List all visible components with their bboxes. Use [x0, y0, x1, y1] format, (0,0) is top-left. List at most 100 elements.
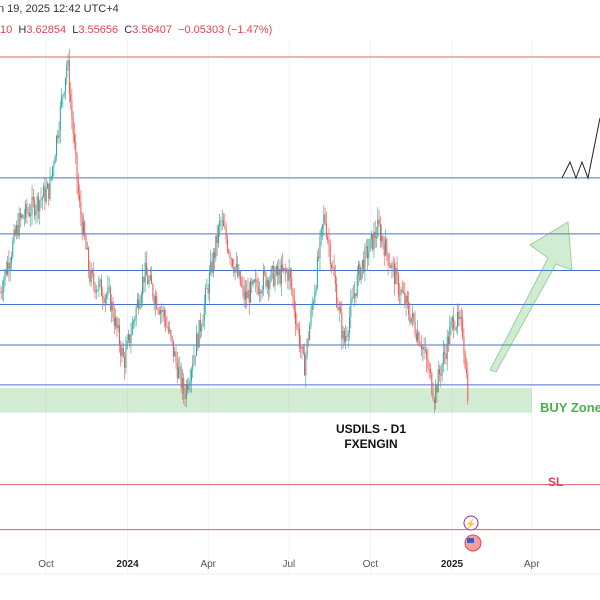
- candle-body: [91, 270, 93, 274]
- candle-body: [329, 244, 331, 265]
- candle-body: [0, 291, 2, 293]
- candle-body: [264, 270, 266, 273]
- candle-body: [464, 353, 466, 369]
- candle-body: [79, 194, 81, 202]
- candle-body: [270, 268, 272, 281]
- candle-body: [183, 378, 185, 395]
- candle-body: [239, 270, 241, 285]
- candle-body: [220, 220, 222, 222]
- candle-body: [196, 333, 198, 356]
- candle-body: [315, 287, 317, 293]
- candle-body: [124, 356, 126, 368]
- candle-body: [346, 336, 348, 338]
- candle-body: [111, 301, 113, 311]
- candle-body: [289, 269, 291, 278]
- candle-body: [7, 262, 9, 275]
- candle-body: [48, 183, 50, 200]
- candle-body: [343, 330, 345, 342]
- candle-body: [322, 224, 324, 229]
- candle-body: [269, 280, 271, 289]
- candle-body: [202, 320, 204, 327]
- x-tick-label: 2025: [441, 559, 464, 570]
- candle-body: [61, 96, 63, 106]
- candle-body: [49, 177, 51, 200]
- candle-body: [3, 279, 5, 292]
- candle-body: [253, 280, 255, 282]
- candle-body: [282, 264, 284, 271]
- candle-body: [229, 252, 231, 259]
- candle-body: [97, 289, 99, 291]
- candle-body: [113, 317, 115, 327]
- candle-body: [403, 292, 405, 293]
- candle-body: [459, 316, 461, 320]
- candle-body: [255, 279, 257, 282]
- change-value: −0.05303 (−1.47%): [178, 24, 273, 36]
- candle-body: [444, 352, 446, 354]
- us-flag-event-icon[interactable]: [464, 534, 482, 552]
- lightning-event-icon[interactable]: ⚡: [463, 515, 479, 531]
- candle-body: [237, 264, 239, 276]
- candle-body: [256, 279, 258, 287]
- chart-datetime: n 19, 2025 12:42 UTC+4: [0, 3, 119, 15]
- candle-body: [208, 272, 210, 294]
- candle-body: [388, 264, 390, 266]
- candle-body: [349, 317, 351, 334]
- candle-body: [104, 297, 106, 303]
- candle-body: [365, 246, 367, 248]
- high-label: H: [18, 24, 27, 36]
- candle-body: [298, 328, 300, 348]
- candle-body: [455, 327, 457, 330]
- candle-body: [331, 264, 333, 268]
- candle-body: [135, 307, 137, 319]
- candle-body: [100, 279, 102, 297]
- candle-body: [387, 253, 389, 265]
- candle-body: [406, 295, 408, 303]
- candle-body: [22, 215, 24, 219]
- candle-body: [13, 229, 15, 242]
- candle-body: [268, 280, 270, 289]
- candle-body: [179, 366, 181, 368]
- candle-body: [131, 323, 133, 335]
- candle-body: [26, 204, 28, 214]
- candle-body: [358, 263, 360, 275]
- candle-body: [52, 166, 54, 177]
- candle-body: [242, 285, 244, 287]
- candle-body: [460, 316, 462, 319]
- candle-body: [112, 301, 114, 318]
- candle-body: [297, 325, 299, 329]
- candle-body: [154, 296, 156, 304]
- candle-body: [41, 197, 43, 199]
- candle-body: [201, 326, 203, 331]
- candle-body: [17, 224, 19, 236]
- candle-body: [395, 268, 397, 285]
- candle-body: [127, 334, 129, 341]
- candle-body: [228, 250, 230, 253]
- candle-body: [117, 325, 119, 329]
- candle-body: [145, 262, 147, 276]
- candle-body: [327, 236, 329, 240]
- candle-body: [372, 233, 374, 250]
- candle-body: [277, 266, 279, 276]
- candle-body: [316, 256, 318, 288]
- candle-body: [165, 317, 167, 327]
- candle-body: [153, 296, 155, 304]
- candle-body: [188, 384, 190, 390]
- candle-body: [206, 288, 208, 289]
- candle-body: [84, 221, 86, 238]
- candle-body: [428, 369, 430, 370]
- candle-body: [431, 372, 433, 394]
- candle-body: [133, 320, 135, 324]
- candle-body: [194, 355, 196, 357]
- candle-body: [23, 217, 25, 219]
- candle-body: [160, 310, 162, 314]
- candle-body: [278, 269, 280, 276]
- candle-body: [46, 183, 48, 189]
- candle-body: [210, 261, 212, 273]
- candle-body: [394, 264, 396, 285]
- candle-body: [435, 385, 437, 404]
- candle-body: [324, 214, 326, 223]
- candle-body: [25, 204, 27, 218]
- candle-body: [292, 290, 294, 298]
- candle-body: [410, 317, 412, 323]
